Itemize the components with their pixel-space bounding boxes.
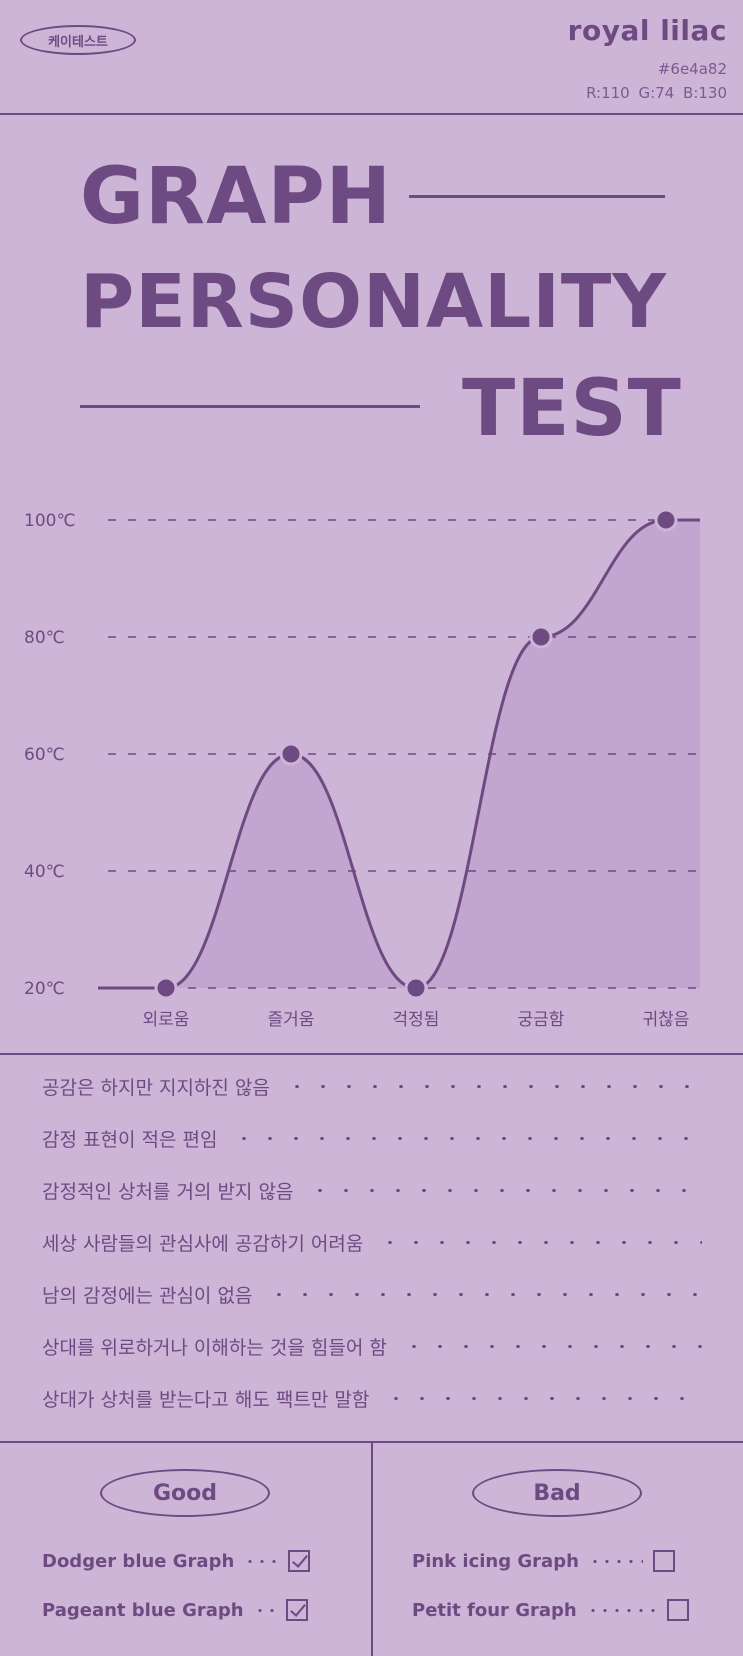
trait-text: 공감은 하지만 지지하진 않음 (42, 1077, 270, 1099)
section-divider (371, 1443, 373, 1656)
x-tick-label: 걱정됨 (393, 1010, 440, 1030)
leader-dots (400, 1345, 702, 1348)
leader-dots (253, 1608, 276, 1612)
trait-text: 남의 감정에는 관심이 없음 (42, 1285, 253, 1307)
bad-item-label: Petit four Graph (412, 1599, 577, 1621)
color-name: royal lilac (567, 14, 727, 47)
checkbox-checked-icon[interactable] (285, 1599, 308, 1621)
x-tick-label: 귀찮음 (643, 1010, 690, 1030)
leader-dots (266, 1293, 702, 1296)
x-tick-label: 즐거움 (268, 1010, 315, 1030)
brand-badge: 케이테스트 (20, 25, 136, 55)
trait-item: 상대가 상처를 받는다고 해도 팩트만 말함 (42, 1385, 702, 1412)
good-item-label: Pageant blue Graph (42, 1599, 244, 1621)
bad-item: Petit four Graph (412, 1599, 689, 1621)
y-tick-label: 100℃ (24, 511, 76, 531)
trait-item: 남의 감정에는 관심이 없음 (42, 1281, 702, 1308)
trait-item: 세상 사람들의 관심사에 공감하기 어려움 (42, 1229, 702, 1256)
title-line-1: GRAPH (80, 152, 392, 242)
trait-item: 공감은 하지만 지지하진 않음 (42, 1073, 702, 1100)
leader-dots (377, 1241, 702, 1244)
leader-dots (244, 1559, 279, 1563)
title-line-2: PERSONALITY (80, 259, 667, 345)
color-rgb: R:110 G:74 B:130 (586, 84, 727, 102)
y-tick-label: 40℃ (24, 862, 65, 882)
data-point (404, 976, 428, 1000)
leader-dots (586, 1608, 657, 1612)
leader-dots (283, 1085, 702, 1088)
data-point (154, 976, 178, 1000)
leader-dots (588, 1559, 643, 1563)
bad-item-label: Pink icing Graph (412, 1550, 579, 1572)
compatibility-section: Good Dodger blue Graph Pageant blue Grap… (0, 1443, 743, 1656)
x-tick-label: 외로움 (143, 1010, 190, 1030)
trait-text: 세상 사람들의 관심사에 공감하기 어려움 (42, 1233, 364, 1255)
good-item-label: Dodger blue Graph (42, 1550, 235, 1572)
data-point (279, 742, 303, 766)
title-rule-1 (409, 195, 665, 198)
good-badge: Good (100, 1469, 270, 1517)
y-tick-label: 20℃ (24, 979, 65, 999)
y-tick-label: 60℃ (24, 745, 65, 765)
trait-item: 감정 표현이 적은 편임 (42, 1125, 702, 1152)
trait-text: 상대가 상처를 받는다고 해도 팩트만 말함 (42, 1389, 370, 1411)
color-hex: #6e4a82 (657, 60, 727, 78)
trait-text: 감정 표현이 적은 편임 (42, 1129, 218, 1151)
trait-item: 감정적인 상처를 거의 받지 않음 (42, 1177, 702, 1204)
good-item: Dodger blue Graph (42, 1550, 311, 1572)
checkbox-empty-icon[interactable] (652, 1550, 675, 1572)
title-line-3: TEST (462, 364, 682, 454)
good-item: Pageant blue Graph (42, 1599, 308, 1621)
x-tick-label: 궁금함 (518, 1010, 565, 1030)
y-tick-label: 80℃ (24, 628, 65, 648)
temperature-chart: 20℃ 40℃ 60℃ 80℃ 100℃ 외로움 즐거움 걱정됨 궁금함 귀찮음 (24, 508, 700, 1030)
trait-text: 상대를 위로하거나 이해하는 것을 힘들어 함 (42, 1337, 387, 1359)
bad-item: Pink icing Graph (412, 1550, 675, 1572)
checkbox-empty-icon[interactable] (666, 1599, 689, 1621)
title-rule-2 (80, 405, 420, 408)
data-point (654, 508, 678, 532)
trait-item: 상대를 위로하거나 이해하는 것을 힘들어 함 (42, 1333, 702, 1360)
header: 케이테스트 royal lilac #6e4a82 R:110 G:74 B:1… (0, 0, 743, 115)
data-point (529, 625, 553, 649)
leader-dots (383, 1397, 702, 1400)
checkbox-checked-icon[interactable] (288, 1550, 311, 1572)
leader-dots (231, 1137, 702, 1140)
trait-text: 감정적인 상처를 거의 받지 않음 (42, 1181, 294, 1203)
bad-badge: Bad (472, 1469, 642, 1517)
leader-dots (307, 1189, 702, 1192)
